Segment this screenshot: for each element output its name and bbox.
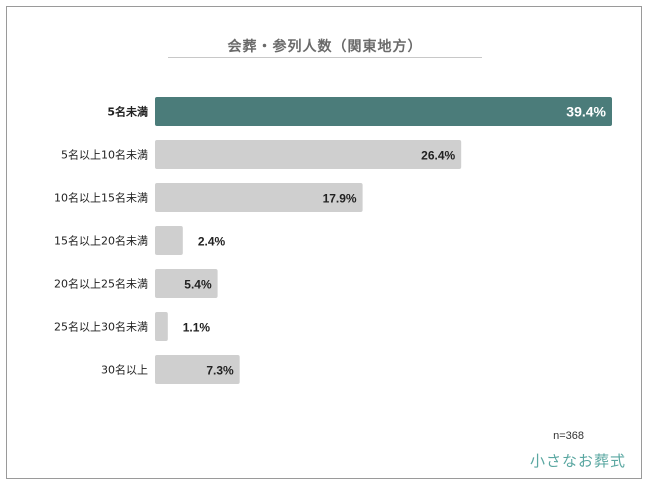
value-label: 1.1% (183, 321, 211, 335)
category-label: 15名以上20名未満 (54, 234, 148, 248)
value-label: 7.3% (206, 364, 234, 378)
value-label: 5.4% (184, 278, 212, 292)
bars-layer: 5名未満 39.4% 5名以上10名未満 26.4% 10名以上15名未満 17.9% 15… (54, 97, 612, 384)
bar (155, 312, 168, 341)
chart-frame (6, 6, 642, 479)
bar (155, 183, 363, 212)
chart-title: 会葬・参列人数（関東地方） (227, 39, 423, 55)
value-label: 17.9% (323, 192, 357, 206)
bar (155, 355, 240, 384)
value-label: 39.4% (566, 104, 606, 120)
category-label: 10名以上15名未満 (54, 191, 148, 205)
title-underline (168, 57, 482, 58)
bar (155, 269, 218, 298)
bar (155, 226, 183, 255)
category-label: 5名以上10名未満 (61, 148, 148, 162)
sample-size-note: n=368 (553, 430, 584, 442)
brand-logo: 小さなお葬式 (529, 452, 626, 470)
category-label: 25名以上30名未満 (54, 320, 148, 334)
category-label: 30名以上 (101, 363, 148, 377)
bar (155, 97, 612, 126)
value-label: 26.4% (421, 149, 455, 163)
category-label: 5名未満 (107, 105, 148, 119)
value-label: 2.4% (198, 235, 226, 249)
bar (155, 140, 462, 169)
category-label: 20名以上25名未満 (54, 277, 148, 291)
